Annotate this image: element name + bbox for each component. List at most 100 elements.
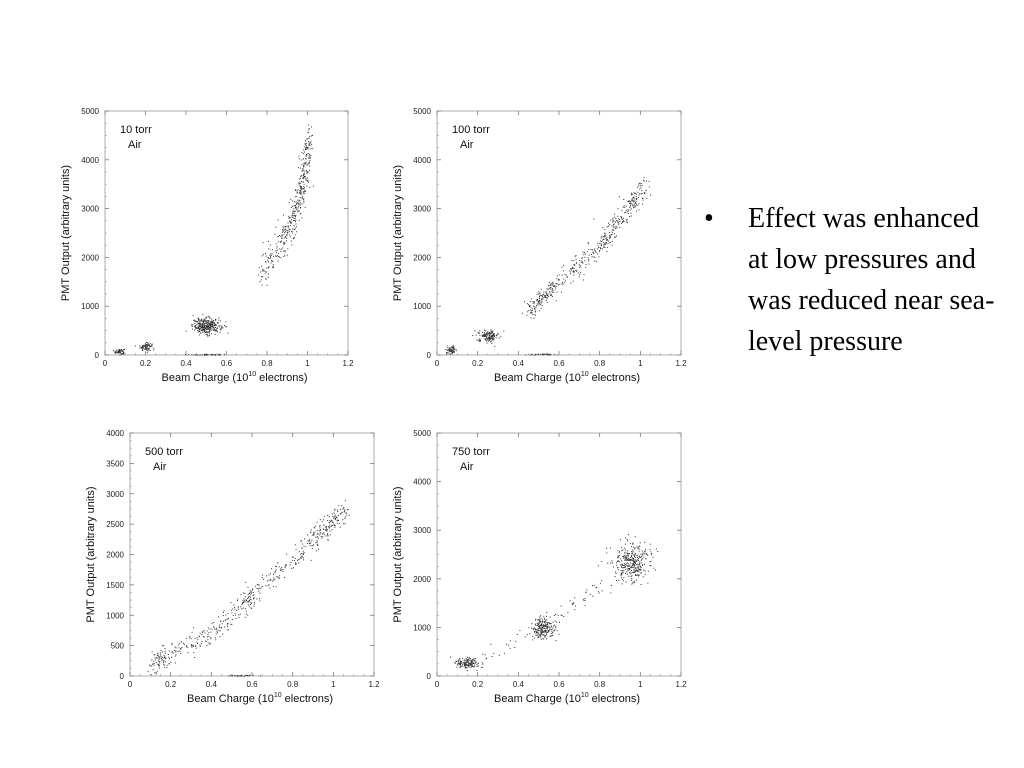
data-point <box>549 292 551 294</box>
data-point <box>637 567 639 569</box>
data-point <box>337 511 339 512</box>
data-point <box>609 224 611 226</box>
data-point <box>629 216 630 218</box>
data-point <box>157 663 159 665</box>
data-point <box>547 293 549 295</box>
data-point <box>161 659 163 661</box>
data-point <box>203 326 205 328</box>
data-point <box>632 197 634 199</box>
data-point <box>613 229 615 231</box>
data-point <box>636 564 637 566</box>
data-point <box>262 270 264 272</box>
data-point <box>201 330 202 332</box>
data-point <box>262 242 264 244</box>
data-point <box>225 326 227 328</box>
data-point <box>464 663 466 665</box>
data-point <box>492 333 494 335</box>
data-point <box>531 298 533 300</box>
data-point <box>479 334 481 336</box>
data-point <box>225 325 227 327</box>
data-point <box>267 273 269 275</box>
data-point <box>539 292 541 294</box>
data-point <box>624 565 626 567</box>
data-point <box>208 320 209 322</box>
data-point <box>540 631 542 633</box>
data-point <box>302 199 304 201</box>
data-point <box>554 285 556 287</box>
data-point <box>467 659 469 661</box>
data-point <box>171 656 172 658</box>
data-point <box>148 345 149 347</box>
data-point <box>538 304 540 306</box>
data-point <box>584 599 586 601</box>
data-point <box>325 529 327 531</box>
data-point <box>197 317 199 319</box>
data-point <box>249 674 251 676</box>
data-point <box>325 529 327 531</box>
data-point <box>219 353 221 355</box>
data-point <box>450 347 452 349</box>
data-point <box>650 551 652 553</box>
data-point <box>344 517 346 519</box>
x-tick-label: 0.2 <box>472 359 484 368</box>
data-point <box>207 320 209 322</box>
data-point <box>329 519 331 521</box>
data-point <box>198 334 200 336</box>
data-point <box>162 651 164 653</box>
data-point <box>632 571 634 573</box>
data-point <box>253 598 254 600</box>
data-point <box>259 281 261 283</box>
data-point <box>538 310 540 312</box>
data-point <box>474 664 476 666</box>
data-point <box>633 565 635 566</box>
data-point <box>539 354 541 356</box>
data-point <box>553 284 555 286</box>
data-point <box>622 549 624 551</box>
data-point <box>541 298 543 300</box>
data-point <box>627 570 629 572</box>
data-point <box>281 569 283 571</box>
data-point <box>466 667 468 668</box>
data-point <box>542 626 544 628</box>
data-point <box>459 664 461 666</box>
data-point <box>285 226 287 228</box>
data-point <box>299 558 301 560</box>
data-point <box>530 317 532 319</box>
data-point <box>491 656 493 657</box>
data-point <box>283 234 285 236</box>
data-point <box>203 325 205 327</box>
data-point <box>463 665 465 667</box>
data-point <box>144 346 146 348</box>
data-point <box>300 553 302 555</box>
data-point <box>215 330 217 332</box>
data-point <box>117 351 119 353</box>
data-point <box>139 347 141 349</box>
data-point <box>479 340 481 342</box>
data-point <box>542 637 544 639</box>
data-point <box>493 339 495 341</box>
data-point <box>180 653 182 654</box>
data-point <box>206 332 208 333</box>
data-point <box>484 335 486 337</box>
data-point <box>221 326 223 328</box>
y-tick-label: 1000 <box>106 611 124 620</box>
data-point <box>497 332 499 334</box>
data-point <box>574 597 576 599</box>
data-point <box>295 201 297 203</box>
data-point <box>583 254 585 256</box>
data-point <box>213 327 215 329</box>
bullet-marker: • <box>704 203 714 234</box>
data-point <box>537 623 539 625</box>
data-point <box>280 235 282 237</box>
data-point <box>491 336 493 338</box>
data-point <box>233 606 235 608</box>
data-point <box>150 674 152 676</box>
data-point <box>250 607 252 609</box>
data-point <box>488 338 490 339</box>
data-point <box>192 354 194 356</box>
data-point <box>637 547 639 549</box>
data-point <box>494 335 496 337</box>
data-point <box>544 635 546 637</box>
data-point <box>588 254 590 256</box>
data-point <box>214 354 216 356</box>
